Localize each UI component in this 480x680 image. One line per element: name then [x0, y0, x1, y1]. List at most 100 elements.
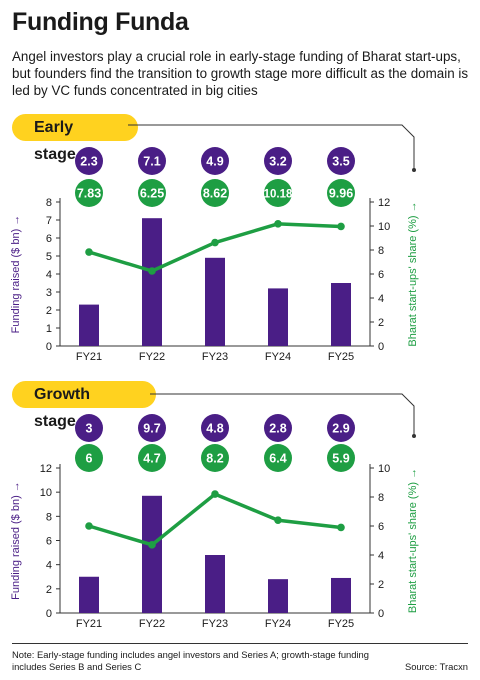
early-share-value: 7.83 [77, 187, 101, 201]
early-funding-value: 4.9 [206, 155, 223, 169]
early-bar-fy21 [79, 304, 99, 346]
early-left-axis-title: Funding raised ($ bn) → [10, 215, 22, 334]
growth-share-point-fy24 [274, 516, 282, 524]
growth-funding-value: 3 [86, 422, 93, 436]
early-share-bubble [201, 179, 229, 207]
early-left-tick-label: 1 [46, 323, 52, 335]
early-share-bubble [264, 179, 292, 207]
early-left-tick-label: 6 [46, 233, 52, 245]
growth-bar-fy21 [79, 576, 99, 613]
growth-left-tick-label: 10 [40, 487, 52, 499]
growth-stage-label: Growth stage [12, 381, 156, 430]
growth-category-label: FY25 [328, 618, 354, 630]
early-share-bubble [327, 179, 355, 207]
growth-left-tick-label: 6 [46, 536, 52, 548]
early-stage-label: Early stage [12, 114, 138, 163]
early-left-tick-label: 4 [46, 269, 52, 281]
growth-bar-fy24 [268, 579, 288, 613]
page-title: Funding Funda [12, 8, 189, 36]
growth-share-value: 5.9 [332, 452, 349, 466]
growth-share-line [88, 492, 342, 547]
growth-right-tick-label: 0 [378, 608, 384, 620]
early-bar-fy23 [205, 257, 225, 346]
footer-divider [12, 643, 468, 644]
early-category-label: FY24 [265, 351, 291, 363]
early-share-value: 6.25 [140, 187, 164, 201]
early-funding-value: 3.5 [332, 155, 349, 169]
early-funding-value: 2.3 [80, 155, 97, 169]
growth-left-tick-label: 4 [46, 560, 52, 572]
growth-left-tick-label: 0 [46, 608, 52, 620]
growth-bar-fy22 [142, 495, 162, 613]
growth-left-tick-label: 12 [40, 463, 52, 475]
early-right-tick-label: 4 [378, 293, 384, 305]
early-left-tick-label: 5 [46, 251, 52, 263]
growth-right-tick-label: 10 [378, 463, 390, 475]
growth-funding-bubble [327, 414, 355, 442]
early-right-tick-label: 8 [378, 245, 384, 257]
source-credit: Source: Tracxn [404, 661, 468, 672]
early-right-tick-label: 0 [378, 341, 384, 353]
growth-share-value: 8.2 [206, 452, 223, 466]
early-bar-fy24 [268, 288, 288, 346]
early-bar-fy25 [331, 283, 351, 346]
growth-right-tick-label: 2 [378, 579, 384, 591]
growth-funding-value: 2.8 [269, 422, 286, 436]
early-funding-bubble [201, 147, 229, 175]
early-category-label: FY22 [139, 351, 165, 363]
growth-share-point-fy21 [85, 522, 93, 530]
growth-funding-bubble [138, 414, 166, 442]
growth-connector-line [150, 393, 415, 436]
growth-category-label: FY21 [76, 618, 102, 630]
growth-stage-chart: 0 2 4 6 8 10 12 0 2 4 6 8 10 Funding raised ($ bn) → B… [10, 393, 419, 630]
early-right-tick-label: 10 [378, 221, 390, 233]
early-right-tick-label: 6 [378, 269, 384, 281]
early-connector-line [128, 124, 415, 170]
early-funding-bubble [327, 147, 355, 175]
early-funding-value: 7.1 [143, 155, 160, 169]
growth-funding-value: 2.9 [332, 422, 349, 436]
growth-share-value: 6.4 [269, 452, 286, 466]
growth-bar-fy23 [205, 555, 225, 613]
early-category-label: FY21 [76, 351, 102, 363]
growth-right-axis-title: Bharat start-ups' share (%) → [407, 468, 419, 613]
early-share-point-fy22 [148, 267, 156, 275]
growth-bar-fy25 [331, 577, 351, 613]
growth-right-tick-label: 4 [378, 550, 384, 562]
early-share-bubble [75, 179, 103, 207]
early-share-point-fy23 [211, 238, 219, 247]
growth-right-tick-label: 8 [378, 492, 384, 504]
growth-share-value: 6 [86, 452, 93, 466]
early-left-tick-label: 2 [46, 305, 52, 317]
early-share-value: 8.62 [203, 187, 227, 201]
early-share-point-fy25 [337, 222, 345, 231]
growth-left-axis-title: Funding raised ($ bn) → [10, 481, 22, 600]
growth-share-bubble [138, 444, 166, 472]
early-right-tick-label: 12 [378, 197, 390, 209]
early-left-tick-label: 3 [46, 287, 52, 299]
growth-right-tick-label: 6 [378, 521, 384, 533]
early-funding-bubble [138, 147, 166, 175]
footnote: Note: Early-stage funding includes angel… [12, 649, 369, 672]
growth-category-label: FY23 [202, 618, 228, 630]
growth-left-tick-label: 8 [46, 511, 52, 523]
early-right-tick-label: 2 [378, 317, 384, 329]
growth-connector-dot [412, 434, 416, 438]
early-share-value: 9.96 [329, 187, 353, 201]
growth-funding-value: 9.7 [143, 422, 160, 436]
early-connector-dot [412, 168, 416, 172]
early-funding-bubble [264, 147, 292, 175]
early-category-label: FY25 [328, 351, 354, 363]
growth-share-point-fy23 [211, 490, 219, 498]
growth-share-point-fy25 [337, 523, 345, 532]
early-left-tick-label: 8 [46, 197, 52, 209]
page-subtitle: Angel investors play a crucial role in e… [12, 49, 469, 98]
growth-share-bubble [327, 444, 355, 472]
early-category-label: FY23 [202, 351, 228, 363]
early-funding-bubble [75, 147, 103, 175]
growth-category-label: FY22 [139, 618, 165, 630]
growth-share-value: 4.7 [143, 452, 160, 466]
early-share-value: 10.18 [264, 189, 293, 201]
early-share-point-fy21 [85, 248, 93, 256]
